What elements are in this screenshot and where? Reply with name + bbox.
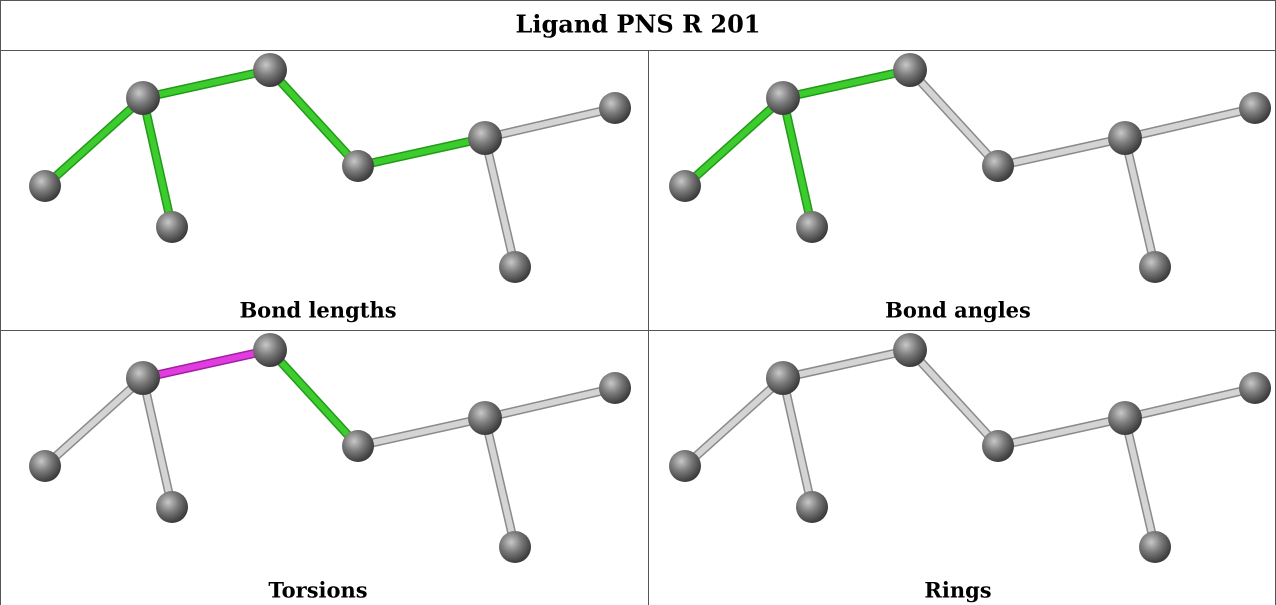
bond	[143, 98, 172, 227]
atom	[766, 361, 800, 395]
bond	[998, 138, 1125, 166]
bond	[783, 98, 812, 227]
atom	[982, 430, 1014, 462]
bond	[358, 138, 485, 166]
atom	[499, 531, 531, 563]
bond	[910, 70, 998, 166]
bond	[358, 418, 485, 446]
bond	[143, 350, 270, 378]
bond	[485, 108, 615, 138]
panel-label: Bond angles	[885, 298, 1031, 323]
panel-label: Torsions	[268, 578, 367, 603]
bond	[45, 98, 143, 186]
bond	[143, 70, 270, 98]
atom	[796, 211, 828, 243]
figure: Ligand PNS R 201 Bond lengths Bond angles…	[0, 0, 1276, 605]
bond	[685, 98, 783, 186]
bond	[1125, 388, 1255, 418]
atom	[253, 333, 287, 367]
bond	[270, 350, 358, 446]
molecule-panel: Torsions	[29, 333, 631, 603]
molecule-panel: Bond angles	[669, 53, 1271, 323]
atom	[893, 333, 927, 367]
atom	[669, 450, 701, 482]
atom	[982, 150, 1014, 182]
atom	[599, 372, 631, 404]
atom	[1108, 401, 1142, 435]
bond	[270, 70, 358, 166]
atom	[342, 430, 374, 462]
bond	[1125, 138, 1155, 267]
atom	[1108, 121, 1142, 155]
panels: Bond lengths Bond angles Torsions Rings	[29, 53, 1271, 603]
atom	[126, 81, 160, 115]
bond	[1125, 108, 1255, 138]
atom	[766, 81, 800, 115]
atom	[156, 491, 188, 523]
atom	[156, 211, 188, 243]
table-title: Ligand PNS R 201	[516, 10, 761, 39]
bond	[45, 378, 143, 466]
atom	[468, 121, 502, 155]
atom	[893, 53, 927, 87]
bond	[783, 70, 910, 98]
atom	[1239, 92, 1271, 124]
bond	[143, 378, 172, 507]
atom	[1139, 531, 1171, 563]
panel-label: Bond lengths	[239, 298, 396, 323]
atom	[599, 92, 631, 124]
atom	[29, 170, 61, 202]
bond	[485, 138, 515, 267]
atom	[1239, 372, 1271, 404]
atom	[499, 251, 531, 283]
atom	[253, 53, 287, 87]
atom	[29, 450, 61, 482]
panel-label: Rings	[924, 578, 991, 603]
bond	[910, 350, 998, 446]
molecule-panel: Bond lengths	[29, 53, 631, 323]
atom	[796, 491, 828, 523]
atom	[126, 361, 160, 395]
atom	[468, 401, 502, 435]
molecule-panel: Rings	[669, 333, 1271, 603]
bond	[1125, 418, 1155, 547]
bond	[485, 388, 615, 418]
bond	[485, 418, 515, 547]
atom	[342, 150, 374, 182]
atom	[1139, 251, 1171, 283]
atom	[669, 170, 701, 202]
bond	[998, 418, 1125, 446]
bond	[685, 378, 783, 466]
bond	[783, 350, 910, 378]
bond	[783, 378, 812, 507]
